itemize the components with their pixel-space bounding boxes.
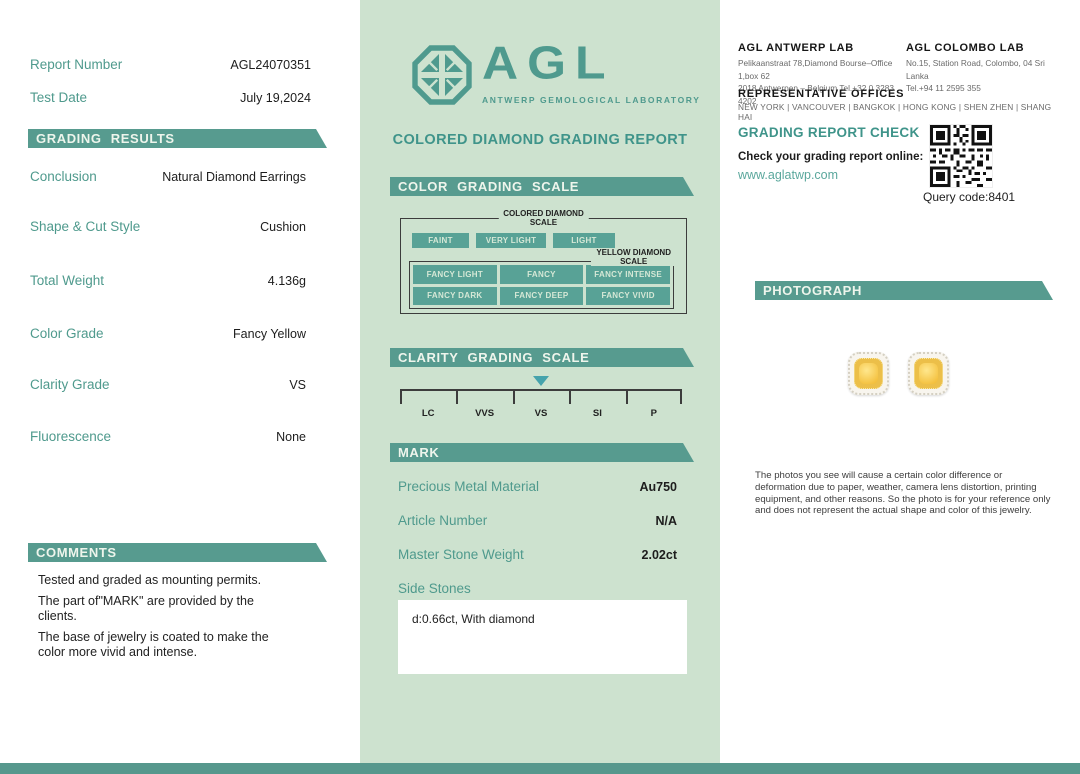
side-stones-value: d:0.66ct, With diamond	[412, 612, 535, 626]
test-date-label: Test Date	[30, 90, 88, 105]
earring-photo-left	[848, 352, 889, 395]
clarity-tick-vs: VS	[534, 408, 548, 419]
article-number-label: Article Number	[398, 513, 488, 528]
colombo-lab-address: No.15, Station Road, Colombo, 04 Sri Lan…	[906, 58, 1045, 81]
comment-line: Tested and graded as mounting permits.	[38, 573, 262, 587]
agl-logo-text: AGL	[482, 37, 615, 89]
comments-header: COMMENTS	[28, 543, 327, 562]
clarity-tick-lc: LC	[421, 408, 435, 419]
shape-cut-row: Shape & Cut Style Cushion	[30, 219, 306, 234]
representative-offices-title: REPRESENTATIVE OFFICES	[738, 88, 905, 100]
clarity-grade-row: Clarity Grade VS	[30, 377, 306, 392]
clarity-tick-si: SI	[592, 408, 602, 419]
clarity-tick-vvs: VVS	[475, 408, 495, 419]
fluorescence-value: None	[276, 430, 306, 444]
color-grade-value: Fancy Yellow	[233, 327, 306, 341]
color-scale-row-faint: FAINT VERY LIGHT LIGHT	[412, 233, 615, 248]
scale-cell: VERY LIGHT	[476, 233, 546, 248]
antwerp-lab-phone: 2018 Antwerpen – Belgium Tel.+32 0 3283 …	[738, 83, 894, 106]
agl-logo-subtitle: ANTWERP GEMOLOGICAL LABORATORY	[482, 95, 701, 105]
article-number-value: N/A	[655, 514, 677, 528]
conclusion-row: Conclusion Natural Diamond Earrings	[30, 169, 306, 184]
side-stones-box: d:0.66ct, With diamond	[398, 600, 687, 674]
grading-results-header: GRADING RESULTS	[28, 129, 327, 148]
scale-cell: FANCY DARK	[413, 286, 497, 305]
photo-disclaimer: The photos you see will cause a certain …	[755, 470, 1051, 517]
yellow-diamond-scale-box: FANCY LIGHT FANCY FANCY INTENSE FANCY DA…	[409, 261, 674, 309]
colored-diamond-scale-label: COLORED DIAMOND SCALE	[498, 209, 589, 227]
clarity-ruler: LC VVS VS SI P	[400, 376, 682, 425]
report-title: COLORED DIAMOND GRADING REPORT	[392, 132, 688, 148]
shape-cut-value: Cushion	[260, 220, 306, 234]
report-number-value: AGL24070351	[230, 58, 311, 72]
scale-cell: FANCY LIGHT	[413, 265, 497, 284]
scale-cell: FANCY VIVID	[586, 286, 670, 305]
antwerp-lab-block: AGL ANTWERP LAB Pelikaanstraat 78,Diamon…	[738, 42, 904, 107]
fluorescence-row: Fluorescence None	[30, 429, 306, 444]
side-stones-label: Side Stones	[398, 581, 471, 596]
total-weight-value: 4.136g	[267, 274, 306, 288]
report-check-url[interactable]: www.aglatwp.com	[738, 168, 839, 182]
colombo-lab-title: AGL COLOMBO LAB	[906, 42, 1025, 54]
conclusion-label: Conclusion	[30, 169, 97, 184]
representative-offices-list: NEW YORK | VANCOUVER | BANGKOK | HONG KO…	[738, 102, 1052, 122]
qr-code	[929, 124, 993, 188]
color-grade-label: Color Grade	[30, 326, 104, 341]
total-weight-label: Total Weight	[30, 273, 105, 288]
shape-cut-label: Shape & Cut Style	[30, 219, 141, 234]
clarity-grading-scale-header: CLARITY GRADING SCALE	[390, 348, 694, 367]
master-stone-weight-row: Master Stone Weight 2.02ct	[398, 547, 677, 562]
colombo-lab-block: AGL COLOMBO LAB No.15, Station Road, Col…	[906, 42, 1056, 95]
clarity-grade-value: VS	[289, 378, 306, 392]
antwerp-lab-title: AGL ANTWERP LAB	[738, 42, 854, 54]
master-stone-weight-value: 2.02ct	[641, 548, 677, 562]
check-online-text: Check your grading report online:	[738, 151, 924, 163]
scale-cell: FANCY DEEP	[499, 286, 584, 305]
total-weight-row: Total Weight 4.136g	[30, 273, 306, 288]
comment-line: The base of jewelry is coated to make th…	[38, 630, 269, 659]
report-number-row: Report Number AGL24070351	[30, 57, 311, 72]
report-number-label: Report Number	[30, 57, 123, 72]
color-grade-row: Color Grade Fancy Yellow	[30, 326, 306, 341]
scale-cell: FANCY	[499, 265, 584, 284]
scale-cell: FANCY INTENSE	[586, 265, 670, 284]
bottom-accent-bar	[0, 763, 1080, 774]
metal-material-label: Precious Metal Material	[398, 479, 540, 494]
test-date-row: Test Date July 19,2024	[30, 90, 311, 105]
yellow-diamond-scale-label: YELLOW DIAMOND SCALE	[591, 248, 676, 266]
clarity-grade-label: Clarity Grade	[30, 377, 110, 392]
colored-diamond-scale-box: COLORED DIAMOND SCALE FAINT VERY LIGHT L…	[400, 209, 687, 314]
clarity-marker-icon	[533, 376, 549, 386]
scale-cell: LIGHT	[553, 233, 615, 248]
colombo-lab-phone: Tel.+94 11 2595 355	[906, 83, 981, 93]
metal-material-value: Au750	[639, 480, 677, 494]
color-grading-scale-header: COLOR GRADING SCALE	[390, 177, 694, 196]
query-code: Query code:8401	[923, 190, 1016, 204]
grading-report-check-title: GRADING REPORT CHECK	[738, 125, 920, 140]
metal-material-row: Precious Metal Material Au750	[398, 479, 677, 494]
master-stone-weight-label: Master Stone Weight	[398, 547, 524, 562]
comments-block: Tested and graded as mounting permits. T…	[38, 573, 290, 666]
antwerp-lab-address: Pelikaanstraat 78,Diamond Bourse–Office …	[738, 58, 893, 81]
article-number-row: Article Number N/A	[398, 513, 677, 528]
clarity-tick-p: P	[650, 408, 657, 419]
earring-photo-right	[908, 352, 949, 395]
comment-line: The part of"MARK" are provided by the cl…	[38, 594, 254, 623]
test-date-value: July 19,2024	[240, 91, 311, 105]
scale-cell: FAINT	[412, 233, 469, 248]
fluorescence-label: Fluorescence	[30, 429, 112, 444]
photograph-header: PHOTOGRAPH	[755, 281, 1053, 300]
mark-header: MARK	[390, 443, 694, 462]
conclusion-value: Natural Diamond Earrings	[162, 170, 306, 184]
agl-logo-icon	[412, 44, 472, 106]
